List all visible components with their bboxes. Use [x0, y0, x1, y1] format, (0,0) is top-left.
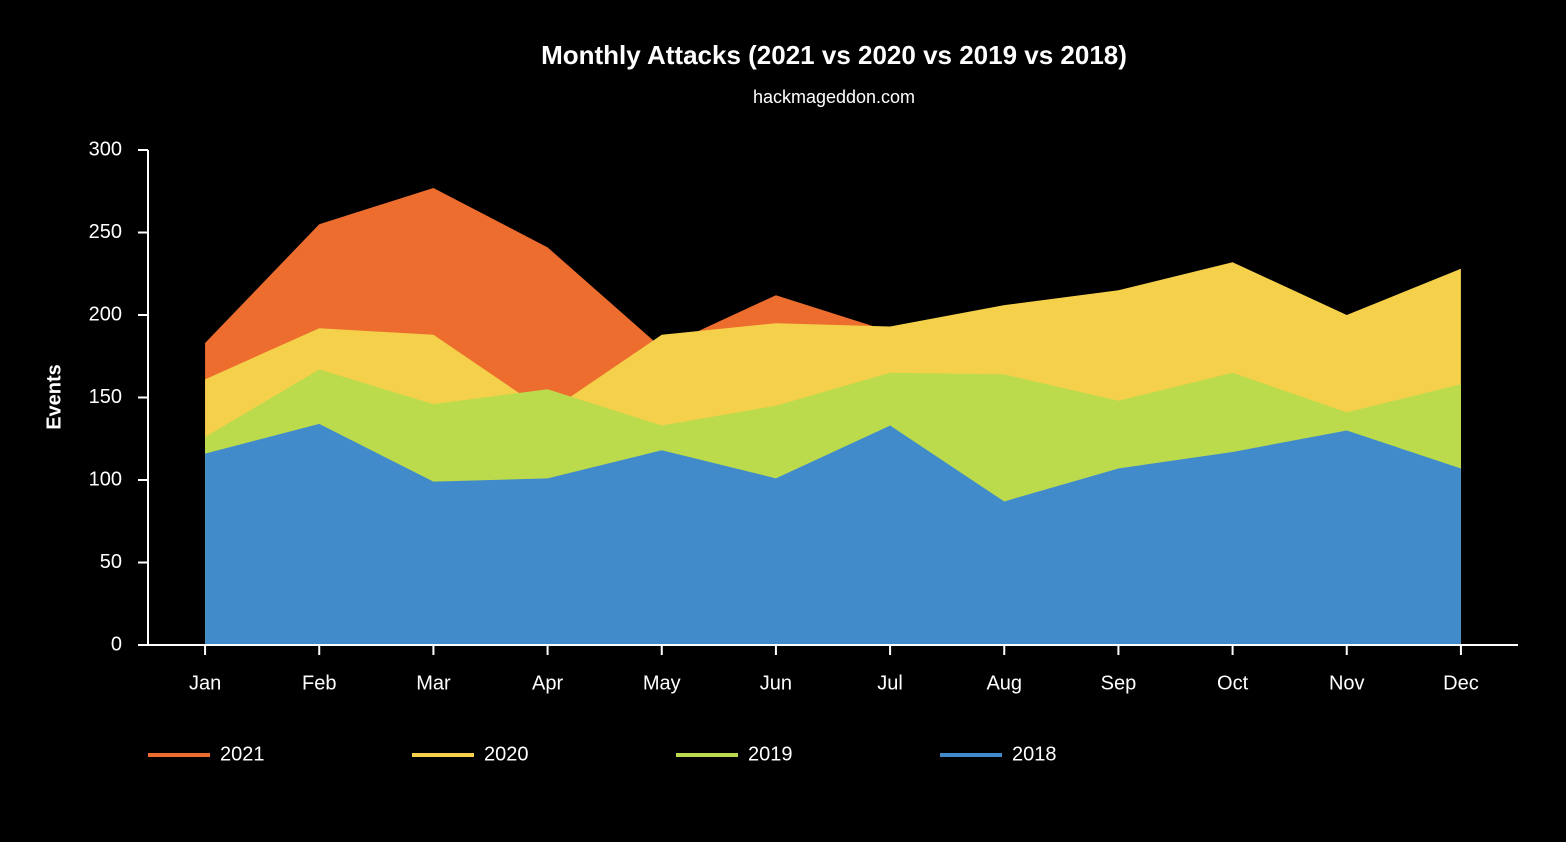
y-axis-label: Events: [43, 364, 65, 430]
x-tick-label: Apr: [532, 672, 563, 694]
chart-title: Monthly Attacks (2021 vs 2020 vs 2019 vs…: [541, 40, 1127, 70]
area: [205, 423, 1461, 645]
legend-label: 2018: [1012, 743, 1057, 765]
chart-subtitle: hackmageddon.com: [753, 87, 915, 107]
x-tick-label: Mar: [416, 672, 451, 694]
x-tick-label: Feb: [302, 672, 336, 694]
legend-label: 2020: [484, 743, 529, 765]
x-tick-label: Jun: [760, 672, 792, 694]
x-tick-label: Nov: [1329, 672, 1365, 694]
x-tick-label: Jul: [877, 672, 903, 694]
y-tick-label: 200: [89, 303, 122, 325]
areas: [205, 187, 1461, 645]
y-tick-label: 100: [89, 468, 122, 490]
x-tick-label: Aug: [986, 672, 1022, 694]
x-tick-label: Sep: [1101, 672, 1137, 694]
x-tick-label: Dec: [1443, 672, 1479, 694]
x-tick-label: Oct: [1217, 672, 1249, 694]
y-tick-label: 150: [89, 386, 122, 408]
x-tick-label: Jan: [189, 672, 221, 694]
y-tick-label: 50: [100, 551, 122, 573]
legend-label: 2019: [748, 743, 793, 765]
y-tick-label: 0: [111, 633, 122, 655]
y-tick-label: 250: [89, 221, 122, 243]
x-tick-label: May: [643, 672, 681, 694]
y-tick-label: 300: [89, 138, 122, 160]
legend-label: 2021: [220, 743, 265, 765]
